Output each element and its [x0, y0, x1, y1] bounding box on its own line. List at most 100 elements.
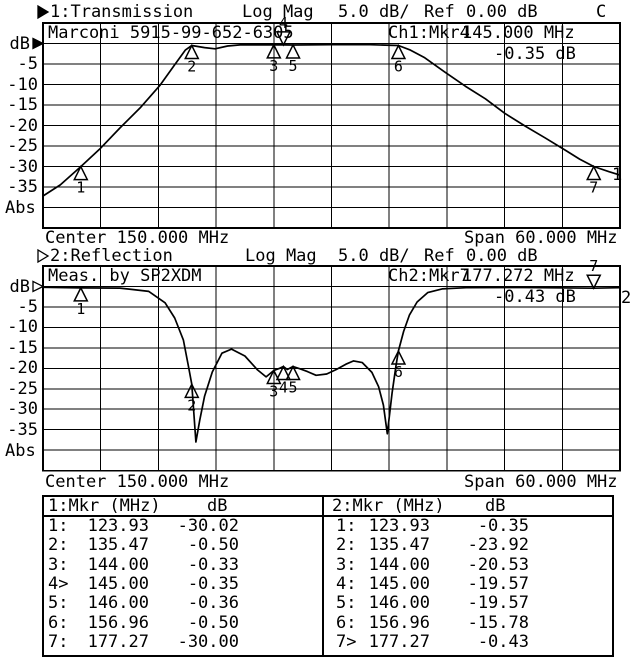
marker-row-freq: 156.96 [87, 612, 149, 633]
tick-label-ch2: -15 [7, 338, 38, 358]
svg-text:5: 5 [289, 379, 298, 397]
marker-row-level: -0.33 [187, 554, 239, 575]
marker-row-freq: 177.27 [368, 631, 430, 652]
svg-text:4: 4 [279, 379, 288, 397]
ch1-center-label: Center 150.000 MHz [45, 228, 230, 248]
tick-label-ch1: -35 [7, 177, 38, 197]
ch1-ref-label: Ref [424, 2, 455, 22]
ch1-y-axis-unit: dB [9, 34, 30, 54]
marker-row-number: 5: [48, 593, 69, 614]
svg-text:4: 4 [279, 14, 288, 32]
marker-row-freq: 144.00 [368, 554, 430, 575]
ref-level-pointer-icon [32, 280, 45, 293]
marker-row-level: -0.43 [477, 631, 529, 652]
marker-1-ch1: 1 [73, 164, 89, 197]
ch2-ref-label: Ref [424, 246, 455, 266]
ch1-marker-readout-level: -0.35 dB [494, 44, 576, 64]
marker-row-number: 2: [48, 535, 69, 556]
svg-text:1: 1 [76, 179, 85, 197]
tick-label-ch1: -30 [7, 157, 38, 177]
marker-table-left-unit: dB [207, 496, 228, 516]
svg-text:6: 6 [394, 58, 403, 76]
ref-level-pointer-icon [32, 37, 45, 50]
tick-label-ch2: -5 [17, 297, 38, 317]
ch2-center-label: Center 150.000 MHz [45, 472, 230, 492]
svg-text:3: 3 [269, 57, 278, 75]
ch1-abs-label: Abs [5, 198, 36, 218]
marker-4-ch2: 4 [275, 364, 292, 397]
ch1-format: Log Mag [242, 2, 314, 22]
ch1-ref-value: 0.00 dB [466, 2, 538, 22]
channel-pointer-icon [37, 248, 50, 264]
marker-1-ch2: 1 [73, 286, 89, 318]
svg-text:7: 7 [589, 179, 598, 197]
ch2-marker-readout-level: -0.43 dB [494, 287, 576, 307]
marker-row-level: -0.36 [187, 593, 239, 614]
ch1-correction-flag: C [596, 2, 607, 22]
marker-row-number: 3: [336, 554, 357, 575]
marker-row-level: -19.57 [467, 573, 529, 594]
svg-text:7: 7 [589, 257, 598, 275]
marker-table-right-unit: dB [485, 496, 506, 516]
svg-text:2: 2 [187, 396, 196, 414]
ch2-abs-label: Abs [5, 441, 36, 461]
marker-row-level: -0.35 [187, 573, 239, 594]
marker-row-freq: 123.93 [87, 516, 149, 536]
marker-row-level: -23.92 [467, 535, 529, 556]
tick-label-ch2: -35 [7, 420, 38, 440]
ch2-marker-readout-freq: 177.272 MHz [462, 266, 575, 286]
marker-row-number: 6: [48, 612, 69, 633]
svg-text:1: 1 [76, 300, 85, 318]
marker-2-ch2: 2 [184, 382, 200, 414]
ch2-trace-number: 2 [621, 288, 632, 308]
marker-7-ch2: 7 [586, 257, 602, 290]
ch1-trace-number: 1 [612, 165, 623, 185]
svg-text:2: 2 [187, 58, 196, 76]
marker-row-number: 4> [48, 573, 69, 594]
marker-row-number: 6: [336, 612, 357, 633]
ch2-title: 2:Reflection [50, 246, 173, 266]
marker-row-level: -0.35 [477, 516, 529, 536]
marker-6-ch2: 6 [390, 349, 407, 381]
ch1-title: 1:Transmission [50, 2, 194, 22]
ch1-marker-readout-id: Ch1:Mkr4 [388, 23, 470, 43]
marker-7-ch1: 7 [586, 164, 602, 197]
marker-row-number: 2: [336, 535, 357, 556]
grid-ch1 [42, 22, 621, 229]
svg-text:6: 6 [394, 363, 403, 381]
marker-table-left-title: 1:Mkr (MHz) [48, 496, 161, 516]
marker-row-number: 7: [48, 631, 69, 652]
marker-table-right-title: 2:Mkr (MHz) [332, 496, 445, 516]
ch1-annotation: Marconi 5915-99-652-6305 [48, 23, 294, 43]
marker-row-number: 5: [336, 593, 357, 614]
marker-row-freq: 146.00 [368, 593, 430, 614]
tick-label-ch2: -25 [7, 379, 38, 399]
ch2-scale: 5.0 dB/ [338, 246, 410, 266]
tick-label-ch2: -30 [7, 399, 38, 419]
channel-pointer-icon [37, 4, 50, 20]
marker-5-ch1: 5 [285, 43, 301, 75]
marker-row-freq: 135.47 [87, 535, 149, 556]
marker-row-number: 1: [336, 516, 357, 536]
ch2-y-axis-unit: dB [9, 277, 30, 297]
svg-text:5: 5 [289, 57, 298, 75]
ch2-annotation: Meas. by SP2XDM [48, 266, 202, 286]
marker-row-freq: 146.00 [87, 593, 149, 614]
tick-label-ch1: -10 [7, 75, 38, 95]
marker-row-freq: 135.47 [368, 535, 430, 556]
marker-row-level: -19.57 [467, 593, 529, 614]
marker-row-level: -0.50 [187, 535, 239, 556]
tick-label-ch1: -25 [7, 136, 38, 156]
ch2-span-label: Span 60.000 MHz [464, 472, 618, 492]
marker-row-freq: 123.93 [368, 516, 430, 536]
marker-row-freq: 145.00 [87, 573, 149, 594]
marker-table-header-separator [44, 515, 612, 517]
marker-row-freq: 177.27 [87, 631, 149, 652]
marker-6-ch1: 6 [390, 43, 407, 76]
ch2-marker-readout-id: Ch2:Mkr7 [388, 266, 470, 286]
marker-row-number: 3: [48, 554, 69, 575]
ch2-ref-value: 0.00 dB [466, 246, 538, 266]
trace-ch2 [42, 286, 621, 443]
marker-row-number: 1: [48, 516, 69, 536]
